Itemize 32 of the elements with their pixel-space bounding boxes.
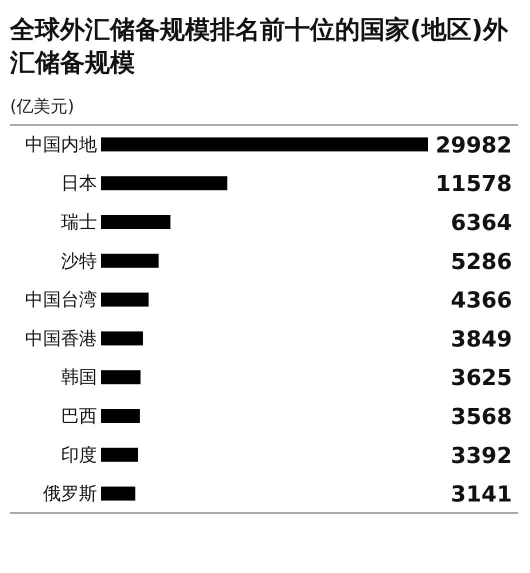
bar bbox=[101, 409, 140, 423]
bar bbox=[101, 215, 170, 229]
bar bbox=[101, 448, 138, 462]
y-tick-label: 俄罗斯 bbox=[43, 484, 97, 505]
y-tick-label: 印度 bbox=[61, 444, 97, 466]
chart-title: 全球外汇储备规模排名前十位的国家(地区)外汇储备规模 bbox=[9, 15, 509, 77]
y-tick-label: 中国台湾 bbox=[25, 290, 97, 311]
data-label: 4366 bbox=[450, 288, 512, 314]
data-label: 6364 bbox=[450, 211, 512, 236]
y-tick-label: 中国内地 bbox=[25, 134, 97, 156]
chart-subtitle: (亿美元) bbox=[10, 97, 74, 117]
data-label: 3849 bbox=[450, 327, 512, 352]
data-label: 3625 bbox=[450, 366, 512, 392]
bar bbox=[101, 176, 228, 190]
y-tick-label: 巴西 bbox=[61, 406, 97, 427]
data-label: 11578 bbox=[435, 172, 512, 198]
bar bbox=[101, 370, 141, 384]
y-tick-label: 中国香港 bbox=[25, 328, 97, 350]
y-tick-label: 日本 bbox=[61, 173, 97, 194]
data-label: 3568 bbox=[450, 405, 512, 430]
bar bbox=[101, 137, 428, 152]
bar bbox=[101, 292, 149, 307]
bar bbox=[101, 254, 159, 268]
data-label: 3392 bbox=[450, 444, 512, 469]
y-tick-label: 沙特 bbox=[61, 250, 97, 272]
bar bbox=[101, 331, 143, 346]
bar bbox=[101, 486, 136, 501]
data-label: 3141 bbox=[450, 482, 512, 508]
data-label: 5286 bbox=[450, 250, 512, 275]
y-tick-label: 瑞士 bbox=[61, 212, 97, 233]
data-label: 29982 bbox=[435, 133, 512, 158]
y-tick-label: 韩国 bbox=[61, 367, 97, 388]
